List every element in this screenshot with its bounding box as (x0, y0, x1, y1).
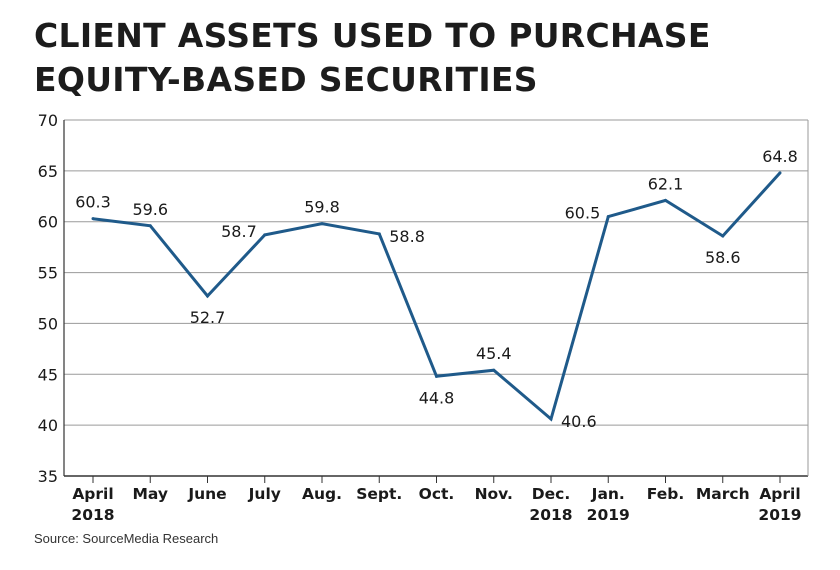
data-point (606, 215, 610, 219)
data-label: 58.7 (221, 222, 257, 241)
data-label: 44.8 (419, 388, 455, 407)
data-label: 62.1 (648, 174, 684, 193)
x-tick-label: Dec. (532, 485, 570, 503)
data-label: 40.6 (561, 412, 597, 431)
data-point (320, 222, 324, 226)
x-axis: April 2018 May June July Aug. Sept. Oct. Nov. Dec… (71, 476, 802, 524)
data-label: 64.8 (762, 147, 798, 166)
series-line-group (91, 171, 782, 422)
y-tick-label: 50 (38, 314, 58, 333)
x-tick-label: 2018 (529, 506, 572, 524)
y-tick-label: 70 (38, 111, 58, 130)
data-label: 60.5 (565, 204, 601, 223)
data-label: 52.7 (190, 308, 226, 327)
data-point (721, 234, 725, 238)
data-point (91, 217, 95, 221)
data-point (377, 232, 381, 236)
y-tick-label: 35 (38, 467, 58, 486)
x-tick-label: April (72, 485, 113, 503)
x-tick-label: July (248, 485, 281, 503)
x-tick-label: Nov. (475, 485, 513, 503)
x-tick-label: Feb. (647, 485, 684, 503)
grid-lines (64, 119, 808, 477)
data-point (263, 233, 267, 237)
x-tick-label: Sept. (356, 485, 402, 503)
data-point (206, 294, 209, 298)
data-point (148, 224, 152, 228)
x-tick-label: May (132, 485, 168, 503)
y-tick-label: 65 (38, 162, 58, 181)
data-labels: 60.3 59.6 52.7 58.7 59.8 58.8 44.8 45.4 40.6 60.5… (75, 147, 798, 431)
data-point (492, 368, 496, 372)
y-tick-label: 55 (38, 264, 58, 283)
x-tick-label: 2019 (758, 506, 801, 524)
data-label: 59.8 (304, 198, 340, 217)
data-label: 60.3 (75, 193, 111, 212)
x-tick-label: Oct. (419, 485, 455, 503)
data-point (549, 417, 553, 421)
data-point (435, 374, 438, 378)
chart-title-line-1: CLIENT ASSETS USED TO PURCHASE (34, 16, 711, 55)
data-point (778, 171, 782, 175)
x-tick-label: 2019 (587, 506, 630, 524)
x-tick-label: Aug. (302, 485, 342, 503)
y-tick-label: 60 (38, 213, 58, 232)
y-axis: 35 40 45 50 55 60 65 70 (38, 111, 809, 486)
x-tick-label: June (187, 485, 226, 503)
chart-title: CLIENT ASSETS USED TO PURCHASE EQUITY-BA… (34, 14, 814, 102)
data-point (664, 198, 667, 202)
x-tick-label: March (696, 485, 750, 503)
data-label: 58.6 (705, 248, 741, 267)
data-label: 59.6 (132, 200, 168, 219)
x-tick-label: Jan. (591, 485, 625, 503)
series-line (92, 171, 782, 422)
x-tick-label: 2018 (71, 506, 114, 524)
data-label: 58.8 (389, 227, 425, 246)
source-note: Source: SourceMedia Research (34, 531, 219, 546)
x-tick-label: April (759, 485, 800, 503)
data-label: 45.4 (476, 344, 512, 363)
y-tick-label: 40 (38, 416, 58, 435)
y-tick-label: 45 (38, 365, 58, 384)
chart-title-line-2: EQUITY-BASED SECURITIES (34, 60, 538, 99)
